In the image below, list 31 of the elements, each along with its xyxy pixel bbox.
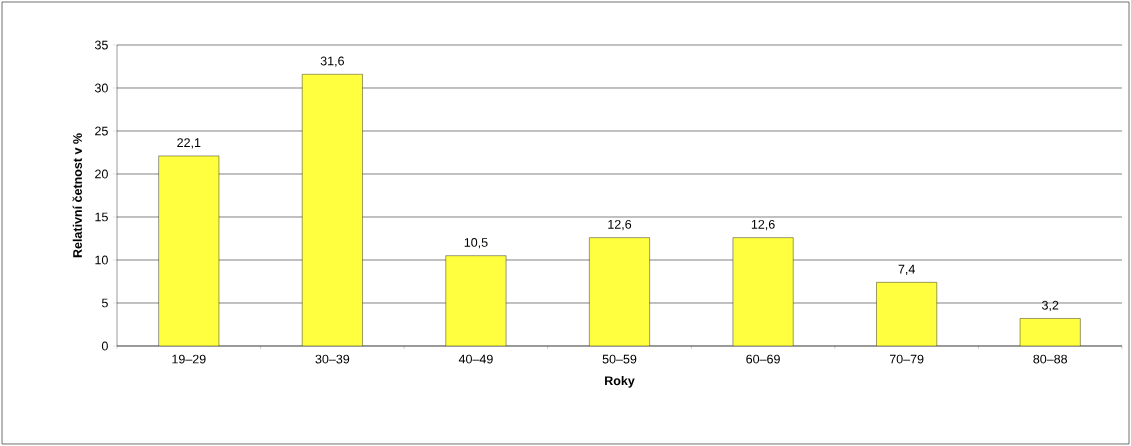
data-label: 12,6 (751, 219, 775, 231)
x-tick-label: 19–29 (172, 354, 206, 364)
x-tick-label: 60–69 (746, 354, 780, 364)
bar (1019, 318, 1081, 346)
x-tick-label: 50–59 (602, 354, 637, 364)
y-tick-label: 15 (95, 212, 108, 222)
bar (589, 237, 650, 346)
bar (302, 74, 363, 346)
y-tick-label: 35 (94, 40, 108, 50)
x-tick-label: 80–88 (1033, 354, 1068, 364)
data-label: 3,2 (1041, 300, 1059, 312)
y-tick-label: 10 (95, 255, 108, 265)
y-axis-title: Relativní četnost v % (72, 133, 82, 258)
y-tick-label: 25 (95, 126, 108, 136)
x-tick-label: 30–39 (315, 354, 350, 364)
y-tick-label: 30 (94, 83, 108, 93)
bar (876, 282, 937, 346)
bar (158, 155, 220, 346)
data-label: 7,4 (898, 264, 915, 275)
y-tick-label: 0 (101, 341, 108, 351)
bar (445, 255, 507, 346)
x-tick-label: 40–49 (458, 354, 493, 364)
data-label: 10,5 (464, 238, 488, 249)
bar (732, 237, 794, 346)
data-label: 31,6 (320, 56, 344, 67)
x-axis-title: Roky (605, 376, 635, 388)
data-label: 12,6 (608, 219, 632, 231)
y-tick-label: 5 (101, 298, 108, 308)
data-label: 22,1 (177, 138, 201, 149)
y-tick-label: 20 (95, 169, 108, 179)
x-tick-label: 70–79 (889, 354, 924, 364)
